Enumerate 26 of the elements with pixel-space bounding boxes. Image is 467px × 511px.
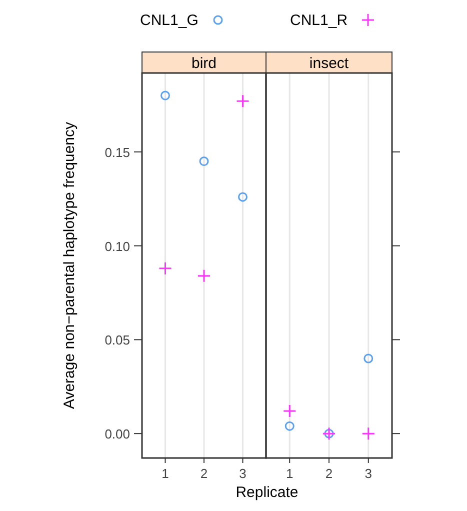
point	[238, 192, 248, 202]
x-tick-label: 2	[325, 466, 333, 481]
x-tick-label: 1	[162, 466, 169, 481]
legend-label: CNL1_R	[290, 12, 348, 29]
y-axis-title: Average non−parental haplotype frequency	[61, 121, 78, 410]
x-axis-title: Replicate	[236, 484, 298, 501]
point	[160, 90, 170, 100]
point	[199, 156, 209, 166]
x-tick-label: 3	[364, 466, 372, 481]
point	[197, 269, 211, 283]
y-tick-label: 0.05	[104, 332, 130, 348]
legend-label: CNL1_G	[140, 12, 198, 29]
point	[236, 94, 250, 108]
y-tick-label: 0.15	[104, 144, 130, 160]
x-tick-label: 3	[239, 466, 246, 481]
point	[282, 404, 296, 418]
chart-title: insect	[309, 55, 350, 72]
y-tick-label: 0.10	[104, 238, 130, 254]
chart-title: bird	[191, 55, 217, 72]
point	[284, 421, 294, 431]
x-tick-label: 1	[286, 466, 294, 481]
point	[362, 426, 376, 440]
point	[364, 354, 374, 364]
point	[158, 262, 172, 276]
y-tick-label: 0.00	[104, 426, 130, 442]
x-tick-label: 2	[200, 466, 208, 481]
